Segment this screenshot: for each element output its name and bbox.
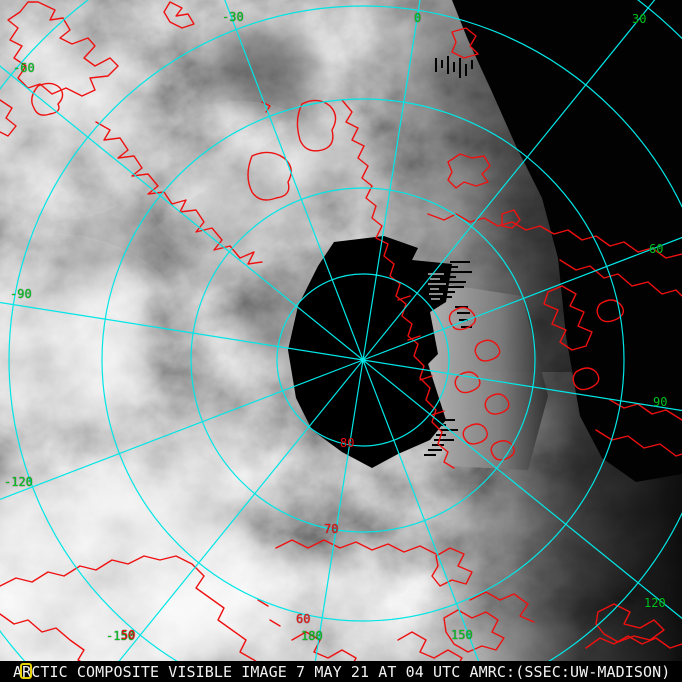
latitude-circle-60 — [101, 98, 625, 622]
coast-island-ne — [163, 1, 195, 29]
coast-bottom-right-line — [585, 635, 682, 649]
coast-axel-heiberg — [247, 151, 292, 201]
meridian-line-120 — [362, 359, 682, 620]
coast-greenland-se-5 — [462, 423, 488, 445]
coast-white-sea-1 — [609, 399, 682, 421]
coast-canadian-archipelago — [7, 1, 119, 97]
meridian-line--150 — [101, 359, 364, 682]
coast-greenland-se-1 — [448, 306, 477, 331]
coast-left-edge — [0, 99, 17, 137]
coast-iceland — [447, 153, 491, 189]
coast-taimyr — [431, 547, 473, 587]
meridian-line-60 — [362, 236, 682, 361]
latitude-circle-70 — [190, 187, 536, 533]
meridian-line--180 — [311, 359, 364, 682]
coast-greenland-se-2 — [474, 339, 501, 362]
caption-bar: ARCTIC COMPOSITE VISIBLE IMAGE 7 MAY 21 … — [0, 661, 682, 682]
meridian-line-0 — [362, 0, 421, 361]
coast-island-small — [31, 82, 64, 116]
meridian-line-90 — [362, 359, 682, 412]
latitude-circle-80 — [276, 273, 450, 447]
station-marker-icon — [20, 663, 32, 679]
meridian-line-30 — [362, 0, 656, 361]
coast-north-island — [296, 99, 337, 152]
meridian-line-150 — [362, 359, 488, 682]
coast-kara-islands-2 — [572, 367, 600, 391]
coast-taimyr-line — [469, 591, 535, 623]
coast-novaya-zemlya — [543, 285, 593, 351]
coast-greenland-se-3 — [454, 371, 481, 394]
meridian-line--30 — [224, 0, 364, 361]
coast-siberia-across — [275, 539, 437, 555]
coast-greenland-se-6 — [490, 440, 515, 461]
caption-text: ARCTIC COMPOSITE VISIBLE IMAGE 7 MAY 21 … — [13, 662, 671, 681]
coast-bering-marks — [257, 599, 281, 627]
coast-scandinavia-inner — [559, 259, 682, 297]
coast-bottom-right-blob — [595, 603, 665, 643]
coast-greenland-fjords — [397, 295, 445, 416]
latitude-circle-50 — [8, 5, 682, 682]
meridian-line--120 — [0, 359, 364, 500]
coast-greenland-se-4 — [484, 393, 510, 415]
coast-kara-islands-1 — [596, 299, 625, 323]
coast-scandinavia-north — [427, 213, 682, 259]
coast-siberia-blob — [443, 609, 505, 653]
dither-stripes-light — [428, 273, 446, 300]
dither-stripes — [424, 56, 473, 456]
meridian-line--90 — [0, 301, 364, 361]
meridian-line--60 — [0, 65, 364, 361]
coast-alaska-north — [0, 555, 269, 681]
coast-island-top — [451, 27, 479, 59]
